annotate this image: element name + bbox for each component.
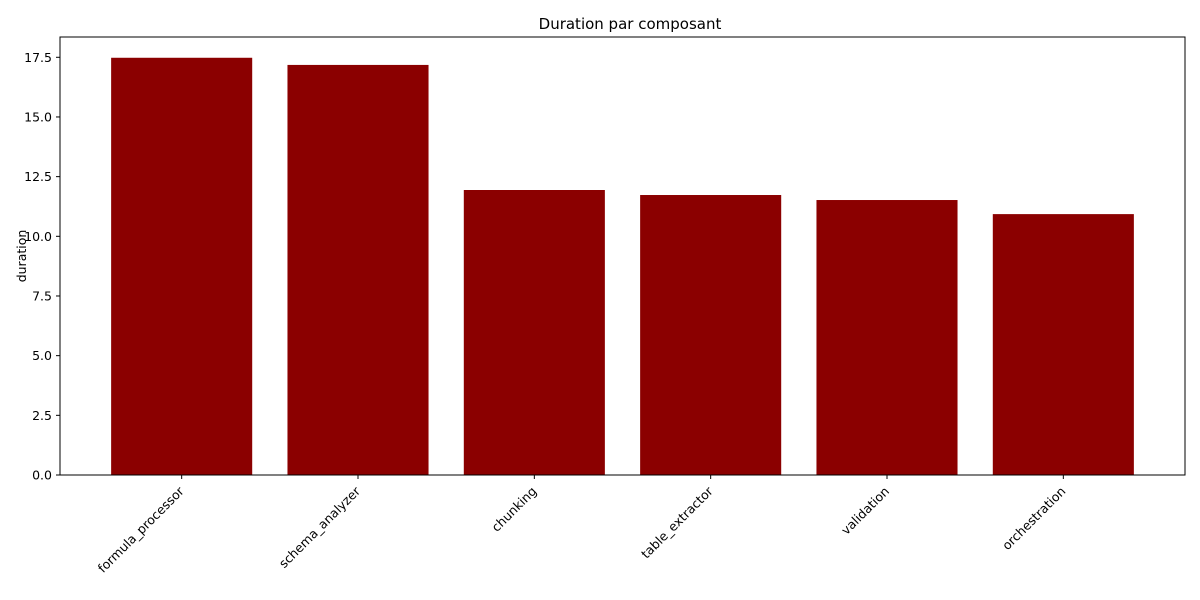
y-tick-label: 17.5	[24, 50, 52, 65]
chart-title: Duration par composant	[539, 15, 722, 33]
bar-chunking	[463, 190, 605, 475]
y-tick-label: 10.0	[24, 229, 52, 244]
bars	[111, 57, 1134, 476]
bar-table_extractor	[640, 195, 782, 476]
y-tick-label: 15.0	[24, 109, 52, 124]
y-axis-ticks: 0.0 2.5 5.0 7.5 10.0 12.5 15.0 17.5	[24, 50, 60, 483]
y-tick-label: 2.5	[32, 408, 52, 423]
y-tick-label: 12.5	[24, 169, 52, 184]
y-tick-label: 7.5	[32, 288, 52, 303]
bar-orchestration	[992, 214, 1134, 475]
y-axis-label: duration	[14, 230, 29, 283]
bar-formula_processor	[111, 57, 253, 476]
bar-validation	[816, 200, 958, 475]
plot-frame	[59, 36, 1186, 476]
bar-schema_analyzer	[287, 64, 429, 476]
y-tick-label: 5.0	[32, 348, 52, 363]
y-tick-label: 0.0	[32, 468, 52, 483]
